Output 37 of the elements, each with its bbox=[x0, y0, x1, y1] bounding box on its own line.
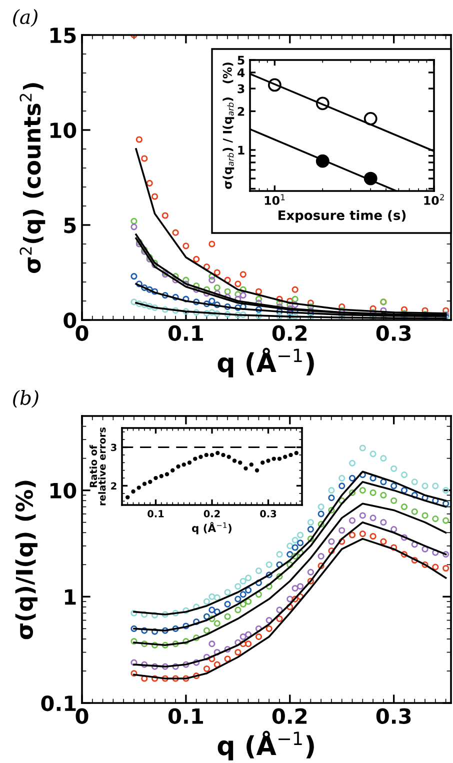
y-tick-label: 4 bbox=[237, 68, 245, 77]
x-tick-label: 0.3 bbox=[260, 510, 276, 518]
x-tick-label: 0.2 bbox=[204, 510, 220, 518]
x-tick-label: 0.3 bbox=[376, 325, 411, 341]
y-tick-label: 3 bbox=[111, 444, 116, 452]
y-axis-title: Ratio of relative errors bbox=[90, 427, 106, 506]
x-tick-label: 0 bbox=[76, 708, 88, 724]
x-tick-label: 0.2 bbox=[272, 325, 307, 341]
x-tick-label: 0.1 bbox=[168, 325, 203, 341]
y-tick-label: 0.1 bbox=[41, 695, 76, 712]
x-axis-title: q (Å$^{−1}$) bbox=[192, 522, 232, 534]
y-tick-label: 5 bbox=[238, 56, 244, 65]
x-tick-label: 0.1 bbox=[148, 510, 164, 518]
y-tick-label: 0 bbox=[64, 312, 76, 328]
y-tick-label: 2 bbox=[238, 106, 244, 116]
y-tick-label: 10 bbox=[50, 122, 76, 138]
x-tick-label: 10$^{2}$ bbox=[424, 194, 444, 205]
x-tick-label: 10$^{1}$ bbox=[264, 194, 285, 205]
y-tick-label: 10 bbox=[50, 482, 76, 499]
y-tick-label: 1 bbox=[238, 146, 244, 154]
x-tick-label: 0 bbox=[76, 325, 88, 341]
y-axis-title: σ$^{2}$(q) (counts$^{2}$) bbox=[20, 83, 46, 273]
chart-title: (a) bbox=[13, 9, 38, 27]
x-tick-label: 0.3 bbox=[376, 708, 411, 724]
x-axis-title: q (Å$^{−1}$) bbox=[218, 730, 314, 760]
x-tick-label: 0.2 bbox=[272, 708, 307, 724]
y-tick-label: 15 bbox=[50, 28, 76, 44]
x-axis-title: q (Å$^{−1}$) bbox=[218, 348, 314, 378]
x-tick-label: 0.1 bbox=[168, 708, 203, 724]
chart-title: (b) bbox=[13, 390, 38, 408]
x-axis-title: Exposure time (s) bbox=[278, 210, 406, 223]
y-tick-label: 5 bbox=[64, 218, 76, 234]
y-tick-label: 3 bbox=[238, 84, 244, 94]
y-axis-title: σ(q$_{arb}$) / I(q$_{arb}$) (%) bbox=[222, 62, 234, 189]
y-tick-label: 1 bbox=[64, 589, 76, 605]
y-tick-label: 2 bbox=[111, 482, 116, 490]
y-axis-title: σ(q)/I(q) (%) bbox=[15, 480, 38, 640]
